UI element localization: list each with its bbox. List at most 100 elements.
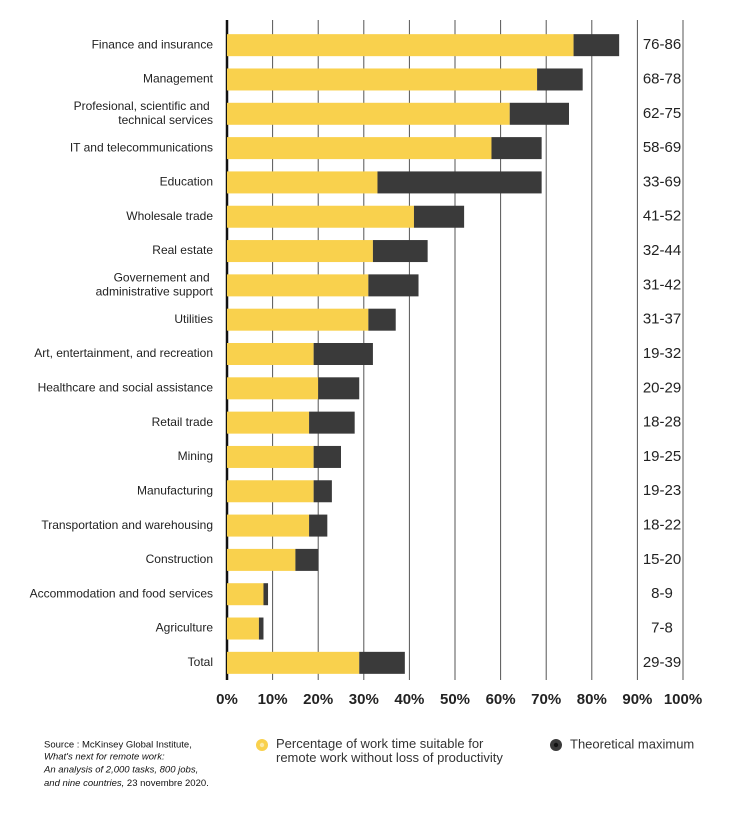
range-label: 58-69 [643, 139, 681, 156]
range-label: 31-37 [643, 311, 681, 328]
bar-segment [227, 514, 310, 537]
y-tick-label: Agriculture [156, 621, 214, 635]
y-tick-label: Management [143, 72, 214, 86]
y-tick-label: Healthcare and social assistance [38, 380, 214, 394]
bar-segment [227, 411, 310, 434]
bar-segment [227, 377, 319, 400]
range-label: 20-29 [643, 379, 681, 396]
bar-segment [313, 480, 332, 503]
bar-segment [227, 171, 378, 194]
bar-segment [227, 308, 369, 331]
range-label: 33-69 [643, 173, 681, 190]
source-line: What's next for remote work: [44, 752, 165, 763]
y-tick-label: Transportation and warehousing [41, 518, 213, 532]
range-label: 19-25 [643, 448, 681, 465]
y-tick-label: Construction [146, 552, 213, 566]
y-tick-label: Manufacturing [137, 483, 213, 497]
bar-segment [227, 137, 492, 160]
x-tick-label: 10% [258, 691, 288, 708]
bar-segment [413, 205, 465, 228]
legend-swatch-dot [553, 742, 559, 748]
y-tick-label: Mining [178, 449, 213, 463]
range-label: 31-42 [643, 276, 681, 293]
bar-segment [227, 548, 296, 571]
bar-segment [227, 68, 538, 91]
x-tick-label: 40% [394, 691, 424, 708]
x-tick-label: 20% [303, 691, 333, 708]
y-tick-label: Governement and administrative support [96, 271, 214, 299]
bar-segment [227, 205, 414, 228]
range-label: 32-44 [643, 242, 681, 259]
bar-segment [227, 583, 264, 606]
x-tick-label: 30% [349, 691, 379, 708]
y-tick-label: Real estate [152, 243, 213, 257]
bar-segment [295, 548, 319, 571]
bar-segment [227, 480, 314, 503]
range-label: 68-78 [643, 70, 681, 87]
bar-segment [509, 102, 569, 125]
range-label: 62-75 [643, 105, 681, 122]
source: Source : McKinsey Global Institute, What… [43, 740, 209, 789]
bar-segment [263, 583, 269, 606]
bar-segment [309, 411, 355, 434]
y-tick-label: Finance and insurance [92, 37, 214, 51]
legend-item: Theoretical maximum [550, 736, 694, 751]
bar-segment [313, 343, 373, 365]
legend-label: Theoretical maximum [570, 736, 694, 751]
bar-segment [377, 171, 542, 194]
range-label: 8-9 [651, 585, 673, 602]
source-part: 23 novembre 2020. [127, 778, 209, 789]
legend-item: Percentage of work time suitable for rem… [256, 736, 503, 765]
y-tick-label: Total [188, 655, 213, 669]
y-tick-label: Utilities [174, 312, 213, 326]
bar-segment [227, 445, 314, 468]
source-line: An analysis of 2,000 tasks, 800 jobs, [43, 765, 198, 776]
bar-segment [359, 651, 405, 674]
y-tick-label: Education [160, 175, 213, 189]
bar-segment [573, 34, 620, 57]
range-label: 7-8 [651, 619, 673, 636]
range-label: 15-20 [643, 551, 681, 568]
x-tick-label: 0% [216, 691, 238, 708]
bar-segment [491, 137, 542, 160]
range-label: 41-52 [643, 208, 681, 225]
y-tick-label: Wholesale trade [126, 209, 213, 223]
source-line: Source : McKinsey Global Institute, [44, 740, 192, 751]
x-tick-label: 100% [664, 691, 702, 708]
bar-segment [537, 68, 583, 91]
bar-segment [368, 274, 419, 297]
range-label: 29-39 [643, 654, 681, 671]
bar-segment [258, 617, 264, 640]
y-tick-label: Art, entertainment, and recreation [34, 346, 213, 360]
bar-segment [227, 34, 574, 57]
y-tick-label: Profesional, scientific and technical se… [74, 99, 213, 127]
legend-label: Percentage of work time suitable for rem… [276, 736, 503, 765]
bar-segment [368, 308, 396, 331]
x-tick-label: 60% [486, 691, 516, 708]
bar-segment [227, 102, 510, 125]
bar-segment [313, 445, 341, 468]
range-label: 18-22 [643, 517, 681, 534]
bar-segment [372, 240, 428, 263]
bar-segment [227, 343, 314, 365]
x-tick-label: 70% [531, 691, 561, 708]
y-tick-label: Accommodation and food services [30, 586, 213, 600]
y-tick-label: IT and telecommunications [70, 140, 213, 154]
bar-segment [227, 274, 369, 297]
range-label: 18-28 [643, 414, 681, 431]
x-tick-label: 80% [577, 691, 607, 708]
bar-segment [227, 240, 373, 263]
legend-swatch-dot [259, 742, 265, 748]
range-label: 19-32 [643, 345, 681, 362]
bar-segment [227, 651, 360, 674]
bar-segment [309, 514, 328, 537]
x-tick-label: 50% [440, 691, 470, 708]
range-label: 76-86 [643, 36, 681, 53]
x-tick-label: 90% [622, 691, 652, 708]
source-part: and nine countries, [44, 778, 124, 789]
bar-segment [227, 617, 259, 640]
source-line: and nine countries, 23 novembre 2020. [44, 778, 209, 789]
range-label: 19-23 [643, 482, 681, 499]
y-tick-label: Retail trade [152, 415, 214, 429]
